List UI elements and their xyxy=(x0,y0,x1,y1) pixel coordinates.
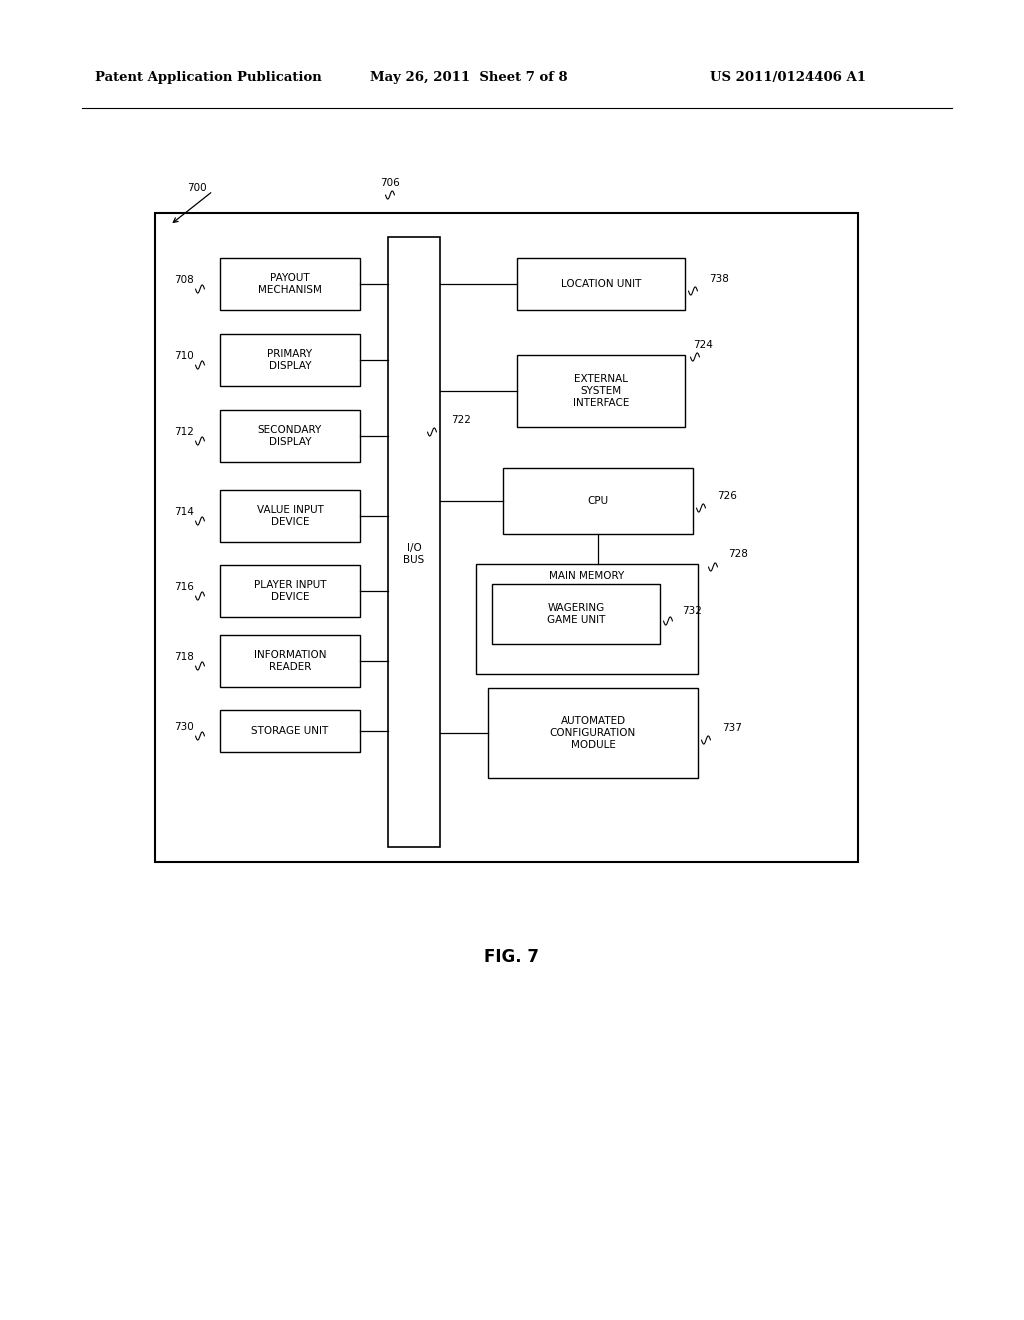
Bar xyxy=(503,469,693,535)
Text: MAIN MEMORY: MAIN MEMORY xyxy=(549,572,625,581)
Text: LOCATION UNIT: LOCATION UNIT xyxy=(561,279,641,289)
Text: I/O
BUS: I/O BUS xyxy=(403,543,425,565)
Text: 722: 722 xyxy=(451,414,471,425)
Text: US 2011/0124406 A1: US 2011/0124406 A1 xyxy=(710,71,866,84)
Bar xyxy=(155,213,858,862)
Text: 710: 710 xyxy=(174,351,194,360)
Text: Patent Application Publication: Patent Application Publication xyxy=(95,71,322,84)
Bar xyxy=(488,688,698,777)
Text: STORAGE UNIT: STORAGE UNIT xyxy=(251,726,329,737)
Text: PRIMARY
DISPLAY: PRIMARY DISPLAY xyxy=(267,348,312,371)
Text: PLAYER INPUT
DEVICE: PLAYER INPUT DEVICE xyxy=(254,579,327,602)
Bar xyxy=(220,490,360,543)
Text: 714: 714 xyxy=(174,507,194,517)
Bar xyxy=(517,257,685,310)
Text: 726: 726 xyxy=(717,491,737,502)
Text: May 26, 2011  Sheet 7 of 8: May 26, 2011 Sheet 7 of 8 xyxy=(370,71,567,84)
Bar xyxy=(220,565,360,616)
Text: 724: 724 xyxy=(693,341,713,350)
Bar xyxy=(220,411,360,462)
Text: 737: 737 xyxy=(722,723,741,733)
Bar xyxy=(220,257,360,310)
Text: 716: 716 xyxy=(174,582,194,591)
Text: 738: 738 xyxy=(709,275,729,284)
Text: INFORMATION
READER: INFORMATION READER xyxy=(254,649,327,672)
Bar xyxy=(517,355,685,426)
Bar xyxy=(220,635,360,686)
Text: CPU: CPU xyxy=(588,496,608,506)
Bar xyxy=(388,238,440,847)
Text: 708: 708 xyxy=(174,275,194,285)
Text: SECONDARY
DISPLAY: SECONDARY DISPLAY xyxy=(258,425,323,447)
Text: 700: 700 xyxy=(187,183,207,193)
Bar xyxy=(220,334,360,385)
Text: FIG. 7: FIG. 7 xyxy=(484,948,540,966)
Text: 712: 712 xyxy=(174,426,194,437)
Text: 728: 728 xyxy=(728,549,748,558)
Text: AUTOMATED
CONFIGURATION
MODULE: AUTOMATED CONFIGURATION MODULE xyxy=(550,715,636,750)
Bar xyxy=(220,710,360,752)
Text: WAGERING
GAME UNIT: WAGERING GAME UNIT xyxy=(547,603,605,626)
Text: VALUE INPUT
DEVICE: VALUE INPUT DEVICE xyxy=(257,504,324,527)
Text: 718: 718 xyxy=(174,652,194,663)
Bar xyxy=(492,583,660,644)
Text: 732: 732 xyxy=(682,606,701,616)
Text: EXTERNAL
SYSTEM
INTERFACE: EXTERNAL SYSTEM INTERFACE xyxy=(572,374,629,408)
Text: PAYOUT
MECHANISM: PAYOUT MECHANISM xyxy=(258,273,322,296)
Bar xyxy=(476,564,698,675)
Text: 730: 730 xyxy=(174,722,194,733)
Text: 706: 706 xyxy=(380,178,400,187)
